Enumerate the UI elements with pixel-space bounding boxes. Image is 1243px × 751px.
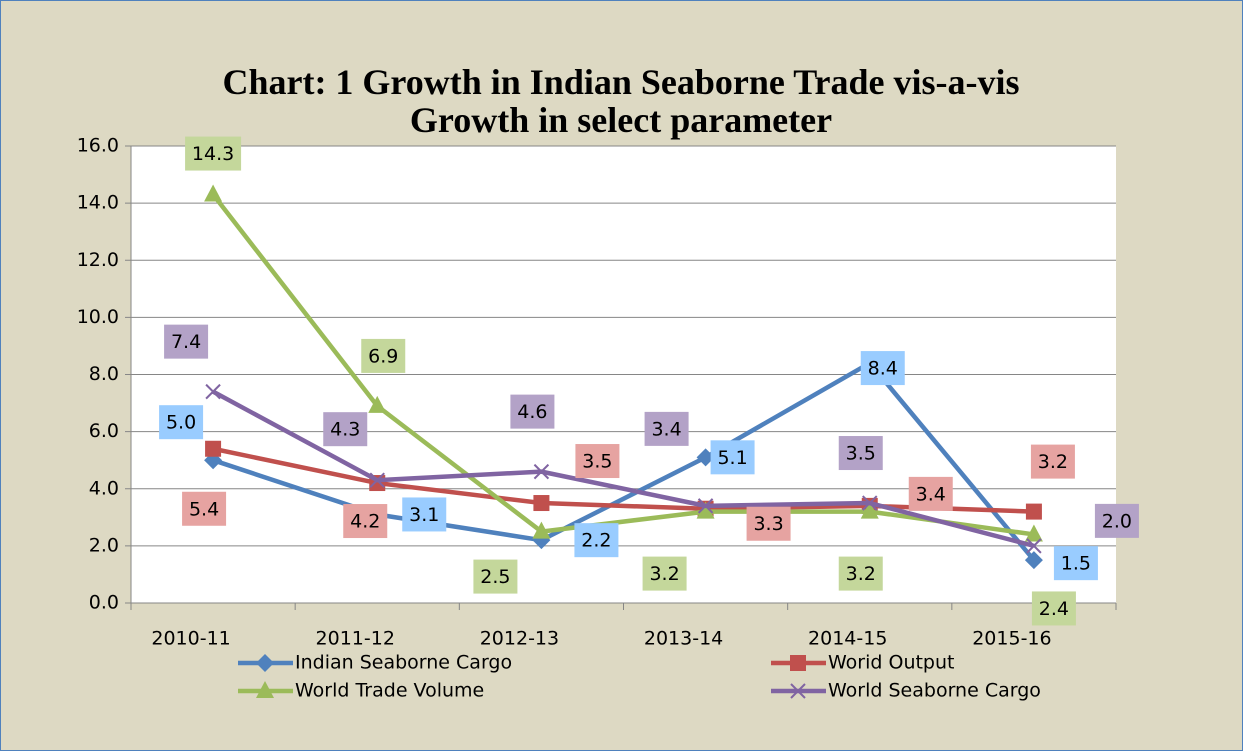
chart-title: Chart: 1 Growth in Indian Seaborne Trade…: [222, 62, 1020, 140]
data-label: 2.4: [1039, 598, 1069, 620]
data-label-box: [343, 504, 388, 539]
x-tick-label: 2015-16: [972, 628, 1051, 650]
marker: [205, 440, 222, 457]
data-label: 3.2: [1038, 451, 1068, 473]
marker: [1026, 538, 1042, 554]
y-tick-label: 14.0: [77, 192, 119, 214]
marker: [696, 448, 715, 467]
data-label-box: [164, 324, 209, 359]
data-label-box: [473, 559, 518, 594]
data-label: 1.5: [1061, 553, 1091, 575]
x-tick-label: 2012-13: [480, 628, 559, 650]
data-label-box: [1031, 591, 1076, 626]
data-label-box: [860, 351, 905, 386]
data-label: 8.4: [868, 358, 898, 380]
data-label-box: [838, 436, 883, 471]
data-label-box: [574, 523, 619, 558]
data-label-box: [182, 491, 227, 526]
x-tick-label: 2010-11: [151, 628, 230, 650]
data-label: 3.1: [409, 504, 439, 526]
data-label-box: [644, 411, 689, 446]
marker: [368, 395, 387, 413]
y-tick-label: 12.0: [77, 249, 119, 271]
marker: [696, 501, 715, 519]
data-label: 3.2: [649, 563, 679, 585]
data-label: 3.4: [916, 483, 946, 505]
data-label-box: [908, 476, 953, 511]
marker: [790, 683, 806, 699]
data-label: 6.9: [368, 345, 398, 367]
x-tick-label: 2013-14: [644, 628, 723, 650]
data-label-box: [185, 136, 242, 171]
marker: [533, 495, 550, 512]
data-label: 5.0: [166, 412, 196, 434]
data-label: 2.5: [480, 566, 510, 588]
data-label: 4.2: [350, 511, 380, 533]
y-tick-label: 8.0: [89, 363, 119, 385]
marker: [1024, 551, 1043, 570]
y-tick-label: 10.0: [77, 306, 119, 328]
data-label: 3.2: [846, 563, 876, 585]
data-label-box: [159, 405, 204, 440]
data-label-box: [642, 556, 687, 591]
data-label-box: [746, 506, 791, 541]
data-label-box: [323, 412, 368, 447]
marker: [532, 521, 551, 539]
data-label-box: [1094, 503, 1139, 538]
y-tick-label: 4.0: [89, 477, 119, 499]
marker: [256, 681, 274, 698]
series-line: [212, 389, 1035, 549]
data-label: 3.4: [651, 418, 681, 440]
legend-label: World Seaborne Cargo: [828, 680, 1041, 702]
y-tick-label: 16.0: [77, 135, 119, 157]
series-line: [211, 193, 1035, 537]
data-label-box: [575, 444, 620, 479]
y-tick-label: 0.0: [89, 592, 119, 614]
data-label: 3.5: [846, 443, 876, 465]
data-label: 5.1: [717, 447, 747, 469]
marker: [256, 654, 274, 672]
legend-label: World Trade Volume: [295, 680, 484, 702]
data-label-box: [361, 338, 406, 373]
y-tick-label: 2.0: [89, 534, 119, 556]
data-label: 3.3: [753, 513, 783, 535]
marker: [862, 495, 878, 511]
marker: [533, 463, 550, 480]
data-label: 4.3: [330, 419, 360, 441]
data-label-box: [1030, 444, 1075, 479]
marker: [1024, 524, 1043, 542]
marker: [697, 498, 714, 514]
x-tick-label: 2014-15: [808, 628, 887, 650]
data-label: 2.2: [581, 530, 611, 552]
marker: [205, 383, 221, 400]
marker: [790, 655, 806, 671]
marker: [1025, 503, 1042, 520]
legend-label: Worid Output: [828, 652, 955, 674]
data-label: 5.4: [189, 498, 219, 520]
y-tick-label: 6.0: [89, 420, 119, 442]
legend-label: Indian Seaborne Cargo: [295, 652, 512, 674]
data-label: 2.0: [1102, 510, 1132, 532]
data-label-box: [402, 497, 447, 532]
data-label-box: [1053, 546, 1098, 581]
data-label-box: [510, 394, 555, 429]
series-line: [212, 446, 1034, 514]
marker: [204, 184, 223, 202]
x-tick-label: 2011-12: [316, 628, 395, 650]
marker: [860, 501, 879, 519]
data-label: 3.5: [582, 451, 612, 473]
marker: [369, 472, 385, 488]
data-label-box: [838, 556, 883, 591]
data-label: 7.4: [171, 331, 201, 353]
data-label-box: [710, 440, 755, 475]
data-label: 4.6: [517, 401, 547, 423]
data-label: 14.3: [192, 143, 234, 165]
